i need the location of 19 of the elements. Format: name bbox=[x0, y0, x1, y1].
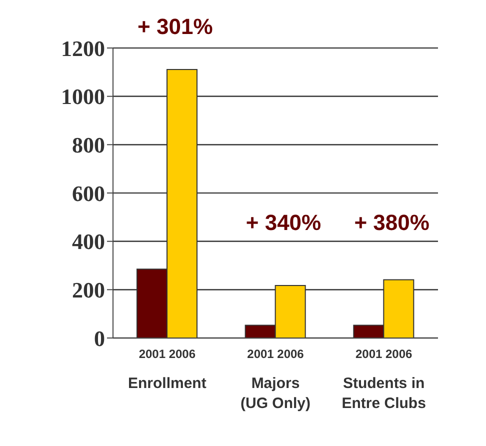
y-tick-label: 600 bbox=[72, 180, 105, 206]
text: 2001 bbox=[247, 347, 274, 361]
x-tick-label: Majors (UG Only) bbox=[240, 375, 310, 412]
y-tick-label: 1200 bbox=[61, 36, 105, 61]
annotation: + 340% bbox=[246, 210, 322, 235]
y-tick-label: 200 bbox=[72, 277, 105, 302]
x-tick-label: Students in Entre Clubs bbox=[342, 375, 426, 412]
series-label: 2006 bbox=[168, 347, 196, 361]
annotation: + 380% bbox=[354, 210, 430, 235]
y-tick-label: 1000 bbox=[61, 84, 105, 110]
text: + 301% bbox=[138, 14, 213, 39]
text: 2001 bbox=[355, 347, 382, 361]
y-tick-label: 0 bbox=[94, 326, 105, 351]
y-tick-label: 400 bbox=[72, 229, 105, 254]
text: 2006 bbox=[385, 347, 412, 361]
series-label: 2001 bbox=[138, 347, 166, 361]
y-tick-label: 800 bbox=[72, 132, 105, 158]
text: 2006 bbox=[277, 347, 304, 361]
x-tick-label: Enrollment bbox=[128, 375, 206, 392]
